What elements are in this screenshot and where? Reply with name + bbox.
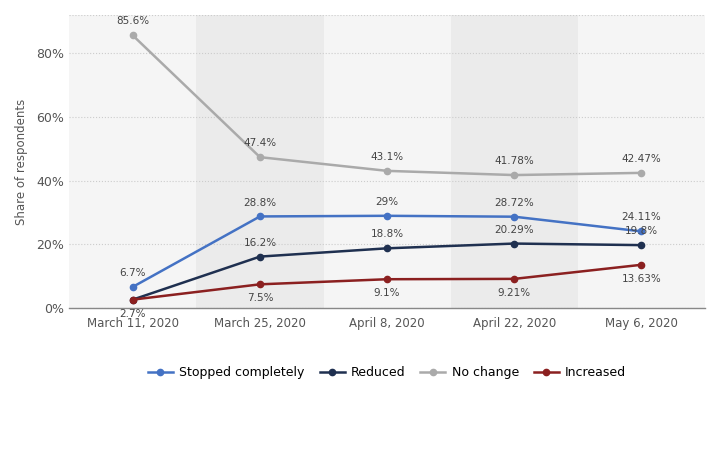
Text: 28.8%: 28.8% — [243, 198, 276, 207]
Text: 9.21%: 9.21% — [498, 288, 531, 298]
Text: 24.11%: 24.11% — [621, 212, 661, 222]
Text: 43.1%: 43.1% — [371, 152, 404, 162]
Text: 13.63%: 13.63% — [621, 274, 661, 284]
Text: 85.6%: 85.6% — [116, 17, 149, 27]
Text: 18.8%: 18.8% — [371, 230, 404, 239]
Text: 7.5%: 7.5% — [247, 293, 273, 303]
Text: 47.4%: 47.4% — [243, 138, 276, 148]
Text: 41.78%: 41.78% — [495, 156, 534, 166]
Text: 19.8%: 19.8% — [625, 226, 658, 236]
Legend: Stopped completely, Reduced, No change, Increased: Stopped completely, Reduced, No change, … — [143, 361, 631, 384]
Text: 16.2%: 16.2% — [243, 238, 276, 248]
Text: 42.47%: 42.47% — [621, 154, 661, 164]
Text: 28.72%: 28.72% — [495, 198, 534, 208]
Text: 20.29%: 20.29% — [495, 225, 534, 234]
Text: 9.1%: 9.1% — [374, 288, 400, 298]
Bar — [197, 15, 323, 308]
Text: 2.7%: 2.7% — [120, 309, 146, 319]
Text: 6.7%: 6.7% — [120, 268, 146, 278]
Bar — [451, 15, 578, 308]
Y-axis label: Share of respondents: Share of respondents — [15, 99, 28, 225]
Text: 29%: 29% — [376, 197, 399, 207]
